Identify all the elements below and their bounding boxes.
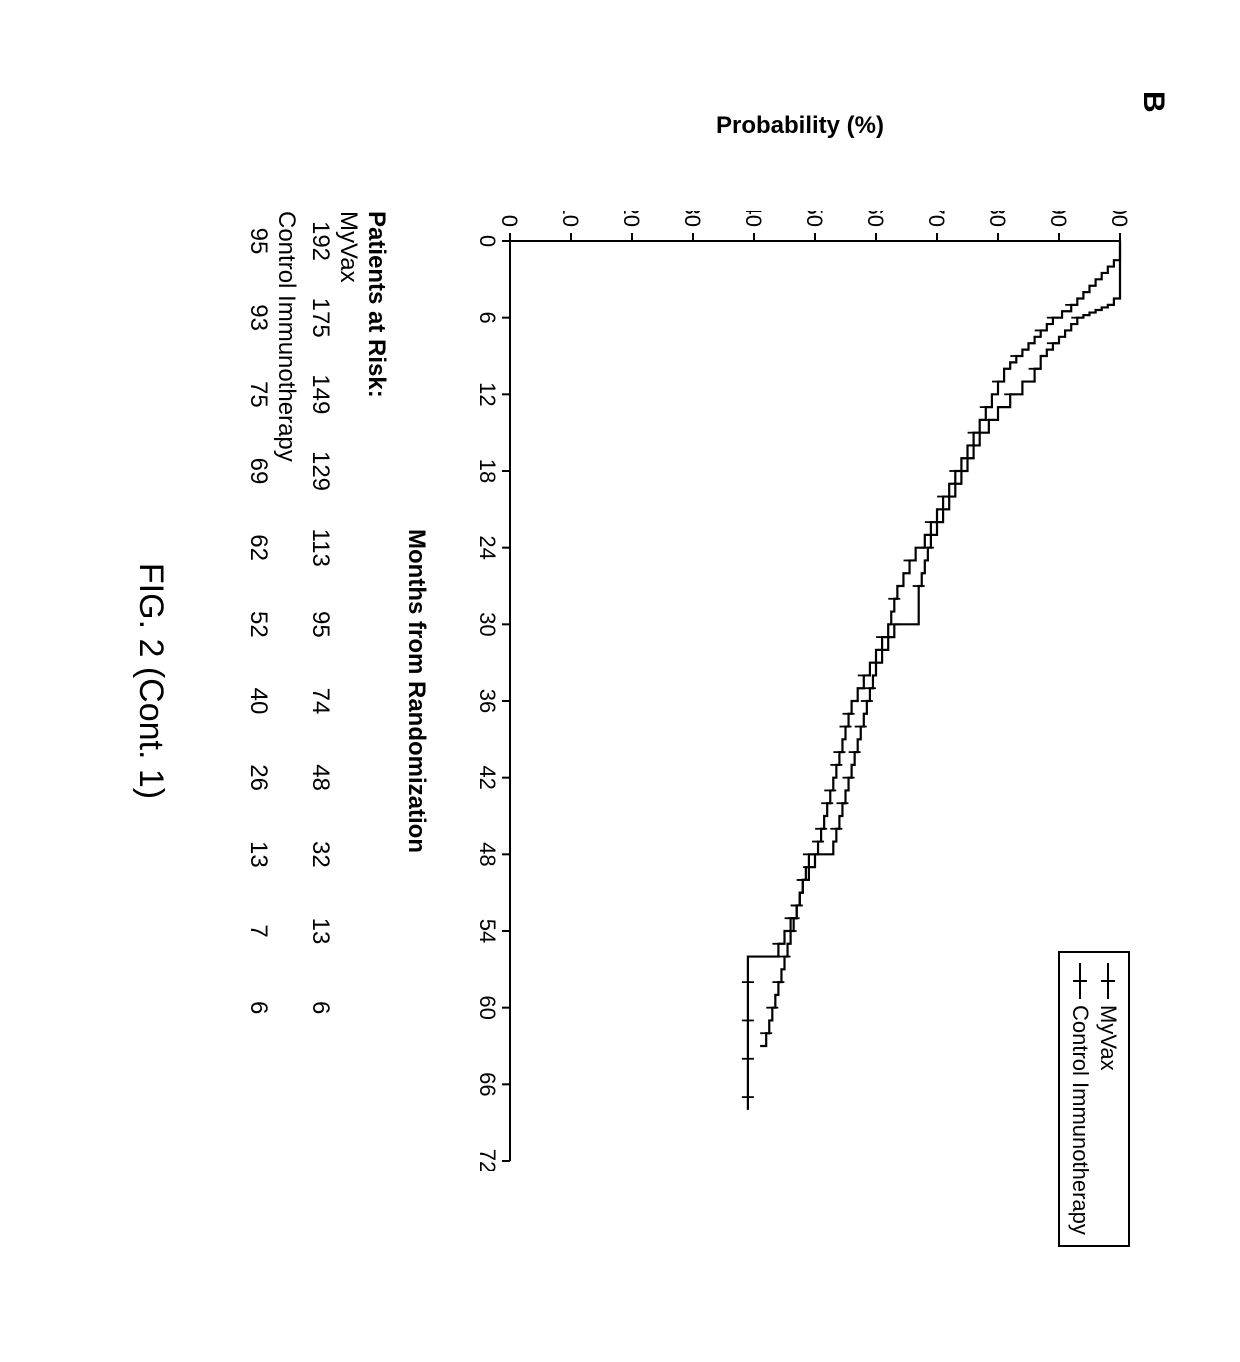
risk-cell: 48 (306, 764, 334, 791)
svg-text:10: 10 (558, 211, 583, 227)
risk-cell: 75 (244, 381, 272, 408)
risk-cell: 26 (244, 764, 272, 791)
svg-text:24: 24 (475, 535, 500, 559)
risk-cell: 175 (306, 298, 334, 338)
km-plot: 0 10 20 30 40 50 60 70 80 90 100 0 6 12 18 24 30 36 42 48 54… (470, 211, 1130, 1171)
y-axis-title: Probability (%) (716, 112, 884, 140)
risk-cell: 69 (244, 458, 272, 485)
svg-text:12: 12 (475, 382, 500, 406)
risk-cell: 113 (306, 529, 334, 567)
risk-cell: 93 (244, 304, 272, 331)
risk-cell: 7 (244, 924, 272, 937)
svg-text:0: 0 (475, 235, 500, 247)
risk-cell: 13 (244, 841, 272, 868)
risk-cell: 6 (306, 1001, 334, 1014)
svg-text:48: 48 (475, 842, 500, 866)
axes-svg: 0 10 20 30 40 50 60 70 80 90 100 0 6 12 18 24 30 36 42 48 54… (470, 211, 1130, 1171)
svg-text:0: 0 (497, 215, 522, 227)
svg-text:20: 20 (619, 211, 644, 227)
svg-text:40: 40 (741, 211, 766, 227)
rotated-content: B Probability (%) Months from Randomizat… (70, 81, 1170, 1281)
legend-swatch (1098, 963, 1118, 999)
risk-cell: 95 (244, 228, 272, 255)
risk-cell: 13 (306, 918, 334, 945)
legend-label: MyVax (1095, 1005, 1121, 1071)
risk-cell: 32 (306, 841, 334, 868)
legend: MyVaxControl Immunotherapy (1058, 951, 1130, 1247)
risk-cell: 149 (306, 374, 334, 414)
risk-cell: 95 (306, 611, 334, 638)
risk-row: 95 93 75 69 62 52 40 26 13 7 6 (238, 211, 272, 1211)
svg-text:42: 42 (475, 765, 500, 789)
svg-text:6: 6 (475, 312, 500, 324)
risk-cell: 192 (306, 221, 334, 261)
svg-text:90: 90 (1046, 211, 1071, 227)
svg-text:72: 72 (475, 1149, 500, 1171)
figure-caption: FIG. 2 (Cont. 1) (131, 563, 170, 799)
x-axis-title: Months from Randomization (402, 529, 430, 853)
patients-at-risk: Patients at Risk: MyVax192 175 149 129 113 95… (238, 211, 390, 1211)
risk-cell: 74 (306, 688, 334, 715)
risk-cell: 62 (244, 534, 272, 561)
risk-cell: 6 (244, 1001, 272, 1014)
risk-cell: 52 (244, 611, 272, 638)
legend-swatch (1070, 963, 1090, 999)
risk-row: 192 175 149 129 113 95 74 48 32 13 6 (300, 211, 334, 1211)
legend-label: Control Immunotherapy (1067, 1005, 1093, 1235)
svg-text:54: 54 (475, 919, 500, 943)
svg-text:66: 66 (475, 1072, 500, 1096)
risk-cell: 129 (306, 451, 334, 491)
svg-text:30: 30 (680, 211, 705, 227)
risk-row-label: MyVax (334, 211, 362, 1211)
page: B Probability (%) Months from Randomizat… (0, 0, 1240, 1362)
svg-text:18: 18 (475, 459, 500, 483)
svg-text:60: 60 (863, 211, 888, 227)
legend-item: MyVax (1094, 963, 1122, 1235)
legend-item: Control Immunotherapy (1066, 963, 1094, 1235)
svg-text:50: 50 (802, 211, 827, 227)
svg-text:30: 30 (475, 612, 500, 636)
svg-text:36: 36 (475, 689, 500, 713)
risk-row-label: Control Immunotherapy (272, 211, 300, 1211)
svg-text:60: 60 (475, 995, 500, 1019)
svg-text:100: 100 (1107, 211, 1130, 227)
svg-text:80: 80 (985, 211, 1010, 227)
risk-cell: 40 (244, 688, 272, 715)
panel-label: B (1136, 91, 1170, 113)
risk-title: Patients at Risk: (362, 211, 390, 1211)
svg-text:70: 70 (924, 211, 949, 227)
